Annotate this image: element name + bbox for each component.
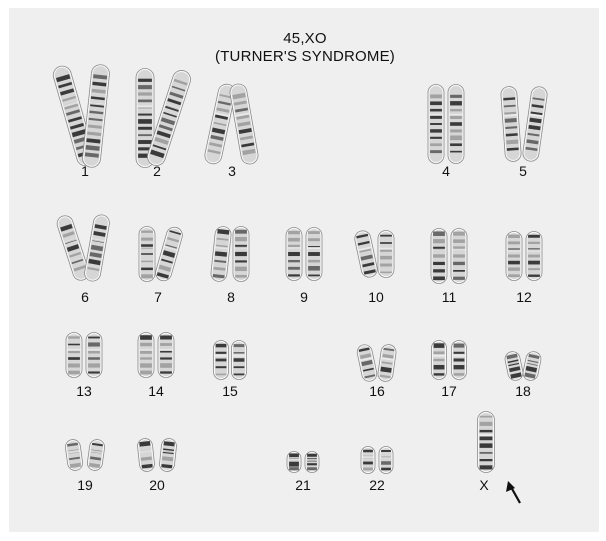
chromosome-pair-13 [65, 332, 103, 378]
chromosome-pair-1 [52, 64, 110, 168]
chromosome-label-2: 2 [153, 163, 161, 179]
chromosome-label-7: 7 [154, 289, 162, 305]
chromosome-13-b [85, 332, 103, 378]
chromosome-9-a [285, 227, 303, 281]
chromosome-1-a [52, 65, 96, 167]
chromosome-pair-19 [64, 439, 106, 471]
chromosome-21-b [304, 451, 320, 473]
chromosome-5-b [522, 86, 548, 162]
chromosome-label-14: 14 [148, 383, 164, 399]
chromosome-3-b [229, 83, 259, 165]
chromosome-pair-17 [431, 340, 467, 380]
chromosome-15-a [213, 340, 229, 380]
chromosome-pair-21 [286, 451, 320, 473]
chromosome-22-a [360, 446, 376, 474]
chromosome-19-b [86, 439, 106, 471]
chromosome-16-a [356, 344, 378, 382]
chromosome-8-b [232, 226, 250, 282]
chromosome-17-b [451, 340, 467, 380]
chromosome-label-16: 16 [369, 383, 385, 399]
chromosome-20-a [137, 438, 155, 472]
chromosome-1-b [82, 64, 110, 168]
chromosome-10-b [377, 230, 395, 278]
chromosome-3-a [204, 83, 236, 165]
chromosome-pair-22 [360, 446, 394, 474]
chromosome-18-b [522, 351, 542, 381]
chromosome-9-b [305, 227, 323, 281]
chromosome-label-8: 8 [227, 289, 235, 305]
chromosome-2-b [147, 70, 191, 166]
chromosome-11-b [450, 228, 468, 284]
chromosome-label-4: 4 [442, 163, 450, 179]
chromosome-pair-15 [213, 340, 247, 380]
chromosome-label-22: 22 [369, 477, 385, 493]
chromosome-11-a [430, 228, 448, 284]
chromosome-x [477, 411, 495, 473]
title-karyotype-formula: 45,XO [283, 30, 327, 47]
chromosome-12-b [525, 231, 543, 281]
chromosome-label-19: 19 [77, 477, 93, 493]
chromosome-pair-5 [500, 86, 548, 162]
chromosome-pair-2 [135, 68, 191, 168]
chromosome-label-15: 15 [222, 383, 238, 399]
chromosome-label-x: X [479, 477, 489, 493]
karyotype-title: 45,XO (TURNER'S SYNDROME) [200, 30, 410, 66]
chromosome-14-a [137, 332, 155, 378]
chromosome-label-20: 20 [149, 477, 165, 493]
chromosome-pair-6 [56, 214, 110, 282]
chromosome-6-b [84, 214, 110, 282]
chromosome-pair-4 [427, 84, 465, 164]
chromosome-22-b [378, 446, 394, 474]
chromosome-15-b [231, 340, 247, 380]
chromosome-label-9: 9 [300, 289, 308, 305]
chromosome-pair-10 [354, 230, 395, 278]
chromosome-label-5: 5 [519, 163, 527, 179]
chromosome-pair-7 [138, 226, 183, 282]
chromosome-pair-20 [137, 438, 177, 472]
chromosome-14-b [157, 332, 175, 378]
chromosome-5-a [500, 86, 522, 162]
chromosome-16-b [377, 344, 397, 382]
chromosome-6-a [56, 215, 90, 281]
chromosome-7-b [155, 226, 183, 282]
chromosome-13-a [65, 332, 83, 378]
chromosome-pair-3 [204, 83, 259, 165]
chromosome-8-a [210, 226, 232, 282]
chromosome-x-single [477, 411, 495, 473]
chromosome-label-13: 13 [76, 383, 92, 399]
chromosome-label-18: 18 [515, 383, 531, 399]
chromosome-pair-16 [356, 344, 397, 382]
chromosome-pair-18 [504, 351, 542, 381]
chromosome-2-a [135, 68, 155, 168]
chromosome-pair-8 [210, 226, 250, 282]
chromosome-12-a [505, 231, 523, 281]
title-syndrome-name: (TURNER'S SYNDROME) [215, 48, 395, 65]
chromosome-label-3: 3 [228, 163, 236, 179]
chromosome-4-b [447, 84, 465, 164]
arrow-pointer-icon [506, 481, 521, 504]
chromosome-pair-12 [505, 231, 543, 281]
chromosome-20-b [159, 438, 177, 472]
chromosome-label-11: 11 [442, 289, 457, 305]
chromosome-4-a [427, 84, 445, 164]
chromosome-label-21: 21 [295, 477, 311, 493]
chromosome-label-17: 17 [441, 383, 457, 399]
chromosome-label-12: 12 [516, 289, 532, 305]
chromosome-7-a [138, 226, 156, 282]
chromosome-21-a [286, 451, 302, 473]
chromosome-label-10: 10 [368, 289, 384, 305]
chromosome-18-a [504, 351, 524, 381]
chromosome-label-1: 1 [81, 163, 89, 179]
chromosome-pair-11 [430, 228, 468, 284]
chromosome-10-a [354, 230, 378, 278]
chromosome-19-a [64, 439, 84, 471]
chromosome-pair-14 [137, 332, 175, 378]
chromosome-17-a [431, 340, 447, 380]
chromosome-pair-9 [285, 227, 323, 281]
chromosome-label-6: 6 [81, 289, 89, 305]
